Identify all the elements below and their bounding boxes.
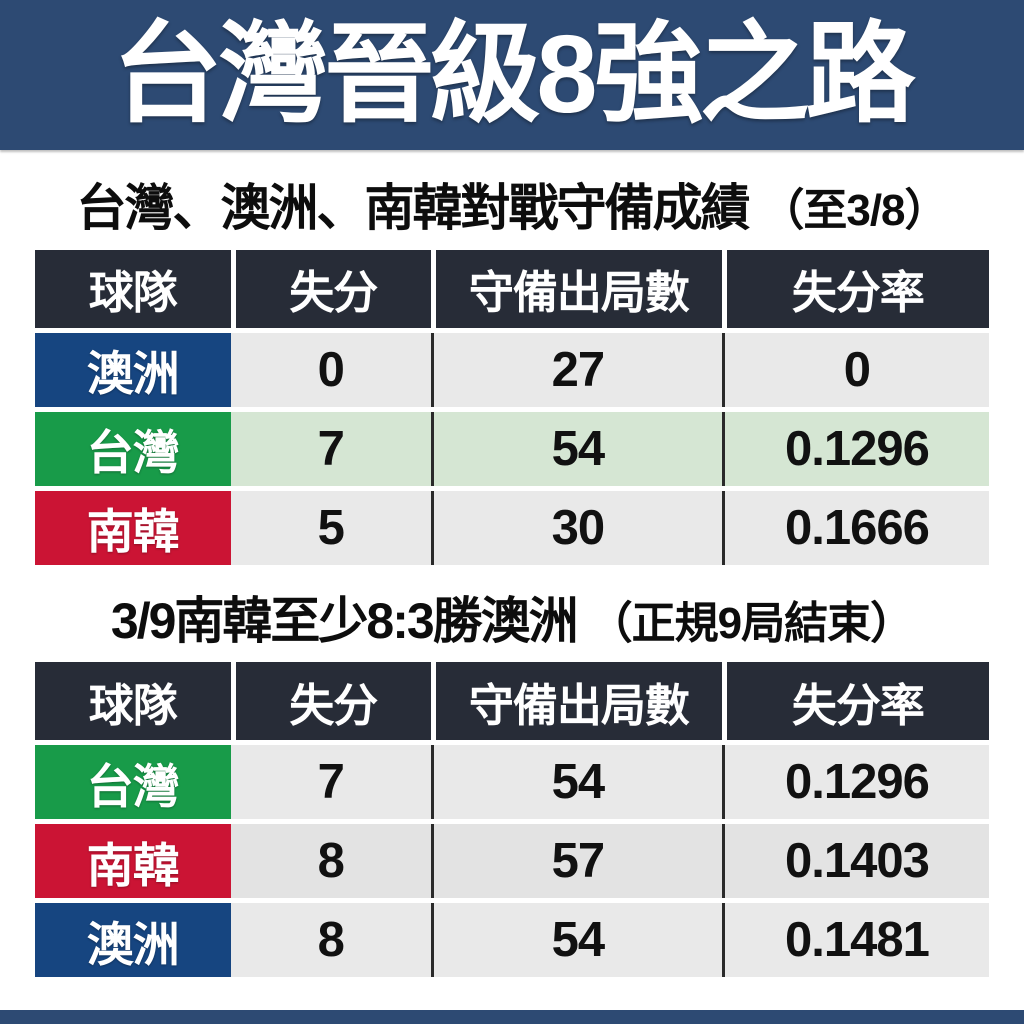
value-cell: 0 <box>230 332 431 407</box>
section2-subtitle: 3/9南韓至少8:3勝澳洲 （正規9局結束） <box>0 593 1024 651</box>
value-cell: 27 <box>430 332 722 407</box>
section2-subtitle-text: 3/9南韓至少8:3勝澳洲 <box>110 592 579 649</box>
section1-subtitle: 台灣、澳洲、南韓對戰守備成績 （至3/8） <box>0 180 1024 238</box>
page-title: 台灣晉級8強之路 <box>112 13 915 136</box>
table-row: 台灣 7 54 0.1296 <box>35 411 989 486</box>
value-cell: 0 <box>721 332 989 407</box>
value-cell: 5 <box>230 490 431 565</box>
defense-stats-table-2: 球隊 失分 守備出局數 失分率 台灣 7 54 0.1296 南韓 8 57 0.1403 澳洲 8 54 0… <box>35 662 989 977</box>
table-row: 南韓 5 30 0.1666 <box>35 490 989 565</box>
value-cell: 30 <box>430 490 722 565</box>
section1-subtitle-text: 台灣、澳洲、南韓對戰守備成績 <box>76 180 750 236</box>
value-cell: 54 <box>430 903 722 977</box>
value-cell: 54 <box>430 745 722 819</box>
table-row: 南韓 8 57 0.1403 <box>35 824 989 898</box>
table-row: 澳洲 0 27 0 <box>35 332 989 407</box>
value-cell: 0.1666 <box>721 490 989 565</box>
value-cell: 0.1481 <box>721 903 989 977</box>
section2-subtitle-note: （正規9局結束） <box>588 598 914 648</box>
team-name-cell: 南韓 <box>35 824 231 898</box>
title-banner: 台灣晉級8強之路 <box>0 0 1024 150</box>
value-cell: 7 <box>230 745 431 819</box>
column-header-1: 失分 <box>230 662 431 740</box>
team-name-cell: 台灣 <box>35 745 231 819</box>
team-name-cell: 澳洲 <box>35 332 231 407</box>
value-cell: 8 <box>230 903 431 977</box>
column-header-0: 球隊 <box>35 249 231 328</box>
column-header-3: 失分率 <box>721 662 989 740</box>
column-header-2: 守備出局數 <box>430 249 722 328</box>
value-cell: 57 <box>430 824 722 898</box>
value-cell: 7 <box>230 411 431 486</box>
column-header-0: 球隊 <box>35 662 231 740</box>
table-header-row: 球隊 失分 守備出局數 失分率 <box>35 249 989 328</box>
table-row: 台灣 7 54 0.1296 <box>35 745 989 819</box>
team-name-cell: 澳洲 <box>35 903 231 977</box>
table-row: 澳洲 8 54 0.1481 <box>35 903 989 977</box>
section1-subtitle-note: （至3/8） <box>760 186 948 235</box>
team-name-cell: 南韓 <box>35 490 231 565</box>
value-cell: 54 <box>430 411 722 486</box>
team-name-cell: 台灣 <box>35 411 231 486</box>
column-header-3: 失分率 <box>721 249 989 328</box>
column-header-2: 守備出局數 <box>430 662 722 740</box>
value-cell: 8 <box>230 824 431 898</box>
defense-stats-table-1: 球隊 失分 守備出局數 失分率 澳洲 0 27 0 台灣 7 54 0.1296 南韓 5 30 0.1666 <box>35 249 989 565</box>
value-cell: 0.1296 <box>721 411 989 486</box>
column-header-1: 失分 <box>230 249 431 328</box>
value-cell: 0.1296 <box>721 745 989 819</box>
footer-band <box>0 1010 1024 1024</box>
value-cell: 0.1403 <box>721 824 989 898</box>
table-header-row: 球隊 失分 守備出局數 失分率 <box>35 662 989 740</box>
